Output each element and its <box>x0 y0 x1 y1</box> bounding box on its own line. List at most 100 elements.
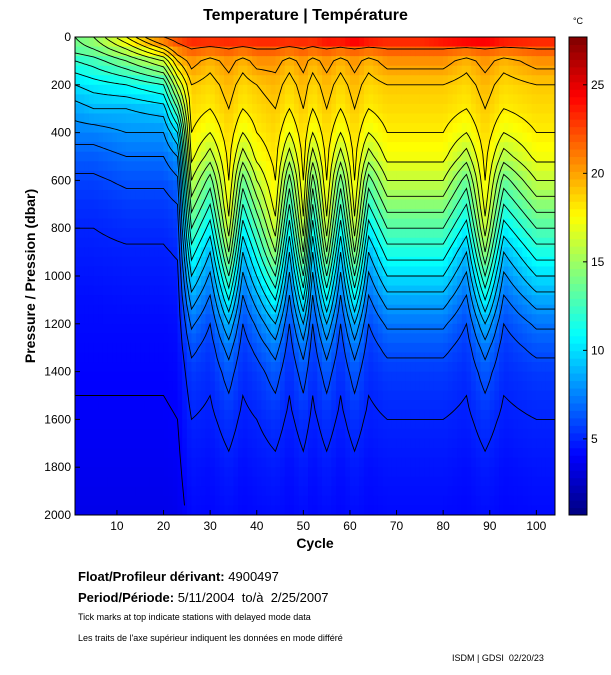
heatmap-cell <box>98 46 104 57</box>
heatmap-cell <box>485 304 491 315</box>
heatmap-cell <box>256 352 262 363</box>
heatmap-cell <box>410 285 416 296</box>
heatmap-cell <box>289 189 295 201</box>
heatmap-cell <box>335 381 342 392</box>
heatmap-cell <box>275 371 281 382</box>
heatmap-cell <box>75 75 81 86</box>
heatmap-cell <box>517 362 523 373</box>
heatmap-cell <box>98 314 104 325</box>
heatmap-cell <box>536 65 542 76</box>
heatmap-cell <box>130 256 137 267</box>
heatmap-cell <box>335 189 342 201</box>
heatmap-cell <box>508 419 514 430</box>
heatmap-cell <box>84 352 90 363</box>
heatmap-cell <box>289 237 295 248</box>
heatmap-cell <box>126 428 132 440</box>
heatmap-cell <box>396 390 402 401</box>
heatmap-cell <box>340 486 346 497</box>
heatmap-cell <box>298 400 304 411</box>
heatmap-cell <box>121 352 127 363</box>
heatmap-cell <box>443 199 449 210</box>
heatmap-cell <box>466 209 472 220</box>
heatmap-cell <box>121 314 127 325</box>
heatmap-cell <box>102 495 109 506</box>
heatmap-cell <box>405 256 412 267</box>
heatmap-cell <box>391 285 398 296</box>
heatmap-cell <box>405 304 412 315</box>
heatmap-cell <box>200 103 206 114</box>
heatmap-cell <box>415 151 421 162</box>
heatmap-cell <box>531 237 537 248</box>
heatmap-cell <box>247 65 253 76</box>
heatmap-cell <box>471 448 477 459</box>
heatmap-cell <box>214 46 220 57</box>
heatmap-cell <box>247 161 253 172</box>
heatmap-cell <box>485 342 491 353</box>
heatmap-cell <box>75 505 81 516</box>
heatmap-cell <box>238 256 244 267</box>
heatmap-cell <box>401 94 407 105</box>
heatmap-cell <box>391 180 398 191</box>
heatmap-cell <box>121 371 127 382</box>
heatmap-cell <box>191 142 197 153</box>
heatmap-cell <box>112 37 118 48</box>
heatmap-cell <box>149 209 155 220</box>
heatmap-cell <box>130 505 137 516</box>
heatmap-cell <box>335 65 342 76</box>
heatmap-cell <box>368 56 374 67</box>
heatmap-cell <box>158 314 165 325</box>
heatmap-cell <box>275 381 281 392</box>
heatmap-cell <box>303 113 309 124</box>
heatmap-cell <box>252 419 258 430</box>
heatmap-cell <box>415 285 421 296</box>
heatmap-cell <box>321 323 328 334</box>
heatmap-cell <box>75 467 81 478</box>
heatmap-cell <box>280 371 286 382</box>
heatmap-cell <box>275 486 281 497</box>
heatmap-cell <box>177 409 183 420</box>
heatmap-cell <box>158 75 165 86</box>
heatmap-cell <box>359 419 365 430</box>
heatmap-cell <box>98 295 104 306</box>
heatmap-cell <box>75 371 81 382</box>
heatmap-cell <box>284 295 290 306</box>
heatmap-cell <box>377 486 384 497</box>
heatmap-cell <box>443 56 449 67</box>
heatmap-cell <box>130 228 137 239</box>
heatmap-cell <box>84 428 90 440</box>
heatmap-cell <box>135 371 141 382</box>
heatmap-cell <box>331 333 337 344</box>
heatmap-cell <box>317 46 323 57</box>
heatmap-cell <box>340 448 346 459</box>
heatmap-cell <box>443 142 449 153</box>
heatmap-cell <box>266 285 272 296</box>
heatmap-cell <box>499 381 505 392</box>
heatmap-cell <box>88 37 95 48</box>
heatmap-cell <box>312 123 318 134</box>
heatmap-cell <box>256 400 262 411</box>
heatmap-cell <box>494 180 500 191</box>
heatmap-cell <box>79 266 85 277</box>
heatmap-cell <box>419 189 426 201</box>
heatmap-cell <box>214 84 220 95</box>
heatmap-cell <box>321 295 328 306</box>
heatmap-cell <box>517 400 523 411</box>
heatmap-cell <box>494 381 500 392</box>
heatmap-cell <box>289 75 295 86</box>
heatmap-cell <box>102 371 109 382</box>
heatmap-cell <box>308 505 314 516</box>
heatmap-cell <box>326 276 332 287</box>
heatmap-cell <box>359 448 365 459</box>
heatmap-cell <box>517 371 523 382</box>
heatmap-cell <box>308 352 314 363</box>
heatmap-cell <box>438 189 444 201</box>
heatmap-cell <box>294 400 300 411</box>
heatmap-cell <box>242 457 248 468</box>
heatmap-cell <box>317 486 323 497</box>
heatmap-cell <box>256 218 262 229</box>
heatmap-cell <box>429 266 435 277</box>
heatmap-cell <box>84 103 90 114</box>
heatmap-cell <box>116 486 123 497</box>
heatmap-cell <box>224 285 230 296</box>
heatmap-cell <box>377 123 384 134</box>
